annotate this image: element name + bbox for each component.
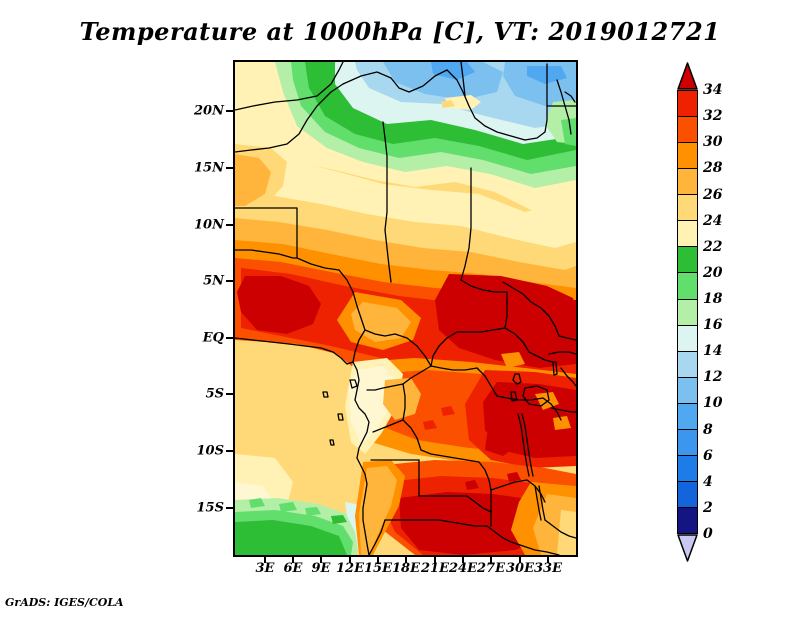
xtick-mark-15e (377, 557, 379, 563)
grads-attribution: GrADS: IGES/COLA (5, 596, 124, 609)
ytick-label-15s: 15S (196, 500, 224, 516)
ytick-label-15n: 15N (194, 160, 224, 176)
xtick-mark-33e (547, 557, 549, 563)
colorbar-tick-labels: 34 32 30 28 26 24 22 20 18 16 14 12 10 8… (699, 82, 741, 542)
xtick-label-6e: 6E (283, 561, 303, 576)
xtick-mark-27e (490, 557, 492, 563)
cbar-band-24-26 (678, 195, 697, 222)
cbar-band-20-22 (678, 247, 697, 274)
colorbar-over-arrow-icon (677, 62, 698, 90)
cbar-label-30: 30 (703, 134, 723, 150)
ytick-label-5s: 5S (205, 386, 224, 402)
xtick-label-18e: 18E (392, 561, 420, 576)
cbar-label-0: 0 (703, 526, 713, 542)
ytick-mark-10s (226, 450, 233, 452)
cbar-band-28-30 (678, 143, 697, 170)
ytick-label-20n: 20N (194, 103, 224, 119)
xtick-mark-3e (264, 557, 266, 563)
xtick-label-9e: 9E (311, 561, 331, 576)
cbar-label-22: 22 (703, 239, 723, 255)
y-axis-labels: 20N 15N 10N 5N EQ 5S 10S 15S (170, 0, 224, 618)
ytick-label-10s: 10S (196, 443, 224, 459)
xtick-label-24e: 24E (449, 561, 477, 576)
temperature-field (235, 62, 576, 555)
xtick-mark-9e (320, 557, 322, 563)
cbar-label-8: 8 (703, 422, 713, 438)
ytick-mark-15s (226, 507, 233, 509)
cbar-band-30-32 (678, 117, 697, 144)
ytick-mark-15n (226, 167, 233, 169)
xtick-label-21e: 21E (421, 561, 449, 576)
colorbar-under-arrow-icon (677, 534, 698, 562)
cbar-band-0-2 (678, 508, 697, 534)
xtick-label-3e: 3E (255, 561, 275, 576)
cbar-band-14-16 (678, 325, 697, 352)
xtick-label-30e: 30E (506, 561, 534, 576)
cbar-label-26: 26 (703, 187, 723, 203)
cbar-label-34: 34 (703, 82, 723, 98)
cbar-band-12-14 (678, 351, 697, 378)
cbar-label-18: 18 (703, 291, 723, 307)
ytick-label-10n: 10N (194, 217, 224, 233)
cbar-label-24: 24 (703, 213, 723, 229)
xtick-label-33e: 33E (534, 561, 562, 576)
colorbar-legend: 34 32 30 28 26 24 22 20 18 16 14 12 10 8… (677, 62, 722, 562)
cbar-band-4-6 (678, 455, 697, 482)
ytick-label-5n: 5N (203, 273, 224, 289)
colorbar-bands (677, 90, 698, 534)
cbar-label-10: 10 (703, 395, 723, 411)
cbar-band-18-20 (678, 273, 697, 300)
xtick-mark-30e (519, 557, 521, 563)
xtick-mark-12e (349, 557, 351, 563)
ytick-mark-5n (226, 280, 233, 282)
xtick-mark-18e (405, 557, 407, 563)
cbar-label-28: 28 (703, 160, 723, 176)
xtick-label-27e: 27E (477, 561, 505, 576)
ytick-mark-eq (226, 337, 233, 339)
cbar-label-4: 4 (703, 474, 713, 490)
cbar-band-6-8 (678, 429, 697, 456)
cbar-band-32-34 (678, 91, 697, 118)
ytick-label-eq: EQ (202, 330, 224, 346)
ytick-mark-20n (226, 110, 233, 112)
cbar-label-12: 12 (703, 369, 723, 385)
cbar-label-2: 2 (703, 500, 713, 516)
page-title: Temperature at 1000hPa [C], VT: 20190127… (79, 17, 721, 46)
cbar-band-8-10 (678, 403, 697, 430)
xtick-mark-6e (292, 557, 294, 563)
cbar-label-32: 32 (703, 108, 723, 124)
ytick-mark-10n (226, 224, 233, 226)
cbar-band-16-18 (678, 299, 697, 326)
xtick-mark-24e (462, 557, 464, 563)
cbar-band-2-4 (678, 481, 697, 508)
cbar-label-20: 20 (703, 265, 723, 281)
xtick-label-12e: 12E (336, 561, 364, 576)
xtick-label-15e: 15E (364, 561, 392, 576)
ytick-mark-5s (226, 393, 233, 395)
cbar-band-26-28 (678, 169, 697, 196)
cbar-band-22-24 (678, 221, 697, 248)
map-plot-area (233, 60, 578, 557)
cbar-label-6: 6 (703, 448, 713, 464)
cbar-label-14: 14 (703, 343, 723, 359)
cbar-label-16: 16 (703, 317, 723, 333)
xtick-mark-21e (434, 557, 436, 563)
cbar-band-10-12 (678, 377, 697, 404)
